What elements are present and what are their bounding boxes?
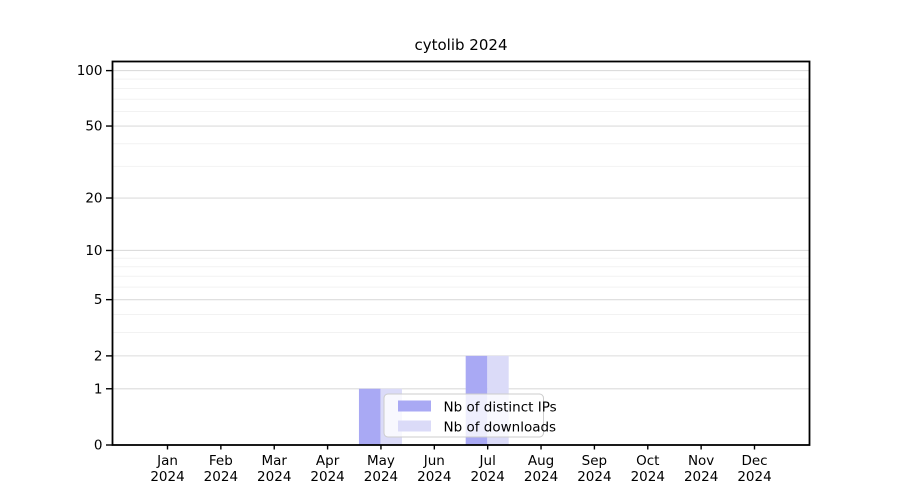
legend-swatch-downloads	[398, 420, 431, 432]
x-tick-month-label: Feb	[209, 453, 233, 469]
x-tick-month-label: Nov	[688, 453, 714, 469]
chart-title: cytolib 2024	[415, 36, 508, 54]
x-tick-month-label: Dec	[741, 453, 767, 469]
x-tick-year-label: 2024	[417, 469, 451, 485]
x-tick-month-label: Oct	[636, 453, 659, 469]
x-tick-year-label: 2024	[310, 469, 344, 485]
x-tick-year-label: 2024	[737, 469, 771, 485]
x-tick-month-label: Jun	[423, 453, 445, 469]
x-tick-year-label: 2024	[471, 469, 505, 485]
x-tick-month-label: Sep	[582, 453, 607, 469]
y-tick-label: 0	[94, 438, 103, 454]
x-tick-year-label: 2024	[364, 469, 398, 485]
x-tick-month-label: May	[367, 453, 395, 469]
y-tick-label: 5	[94, 292, 103, 308]
x-tick-year-label: 2024	[150, 469, 184, 485]
x-tick-month-label: Aug	[528, 453, 554, 469]
x-tick-year-label: 2024	[684, 469, 718, 485]
x-tick-month-label: Jul	[479, 453, 496, 469]
legend-label-downloads: Nb of downloads	[444, 420, 557, 436]
x-tick-year-label: 2024	[257, 469, 291, 485]
y-tick-label: 20	[85, 191, 102, 207]
x-tick-month-label: Apr	[316, 453, 340, 469]
x-tick-month-label: Jan	[156, 453, 178, 469]
x-tick-year-label: 2024	[577, 469, 611, 485]
y-tick-label: 1	[94, 381, 103, 397]
legend-label-distinct-ips: Nb of distinct IPs	[444, 400, 557, 416]
x-tick-month-label: Mar	[261, 453, 287, 469]
plot-border	[111, 60, 811, 446]
x-tick-year-label: 2024	[204, 469, 238, 485]
x-tick-year-label: 2024	[524, 469, 558, 485]
y-tick-label: 10	[85, 243, 102, 259]
x-tick-year-label: 2024	[631, 469, 665, 485]
legend-swatch-distinct-ips	[398, 400, 431, 412]
y-tick-label: 50	[85, 119, 102, 135]
y-tick-label: 2	[94, 348, 103, 364]
y-tick-label: 100	[77, 63, 103, 79]
bar-distinct-ips	[358, 388, 381, 445]
